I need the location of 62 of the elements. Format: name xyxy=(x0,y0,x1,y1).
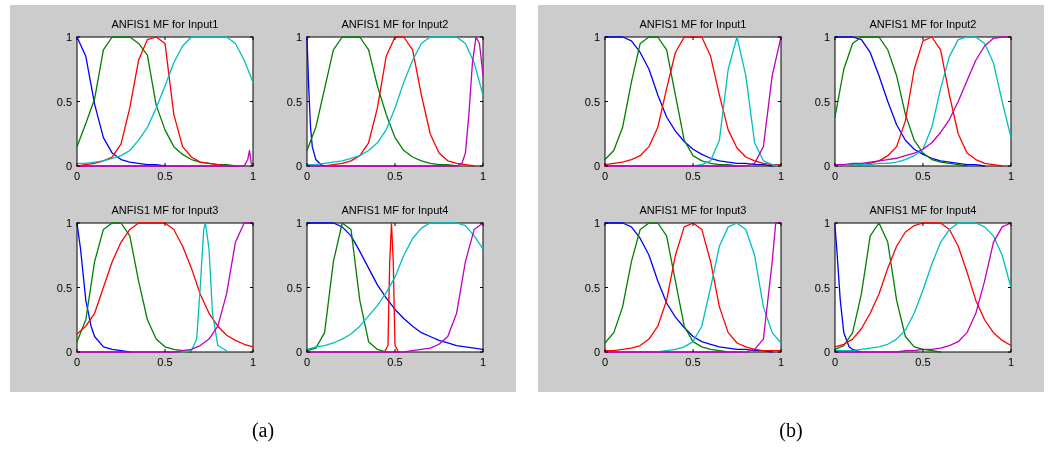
y-tick-label: 0 xyxy=(823,346,830,358)
x-tick-label: 0.5 xyxy=(685,170,701,182)
x-tick-label: 0.5 xyxy=(387,170,403,182)
y-tick-label: 1 xyxy=(65,217,72,229)
y-tick-label: 0 xyxy=(593,346,600,358)
x-tick-label: 0.5 xyxy=(157,356,173,368)
y-tick-label: 1 xyxy=(593,217,600,229)
x-tick-label: 0 xyxy=(73,356,81,368)
y-tick-label: 0 xyxy=(593,160,600,172)
y-tick-label: 0 xyxy=(823,160,830,172)
x-tick-label: 0 xyxy=(831,170,839,182)
y-tick-label: 1 xyxy=(295,217,302,229)
y-tick-label: 0.5 xyxy=(584,95,600,108)
x-tick-label: 1 xyxy=(249,170,257,182)
x-tick-label: 1 xyxy=(249,356,257,368)
x-tick-label: 1 xyxy=(777,356,785,368)
x-tick-label: 0.5 xyxy=(685,356,701,368)
x-tick-label: 0 xyxy=(831,356,839,368)
y-tick-label: 0 xyxy=(65,346,72,358)
x-tick-label: 0.5 xyxy=(157,170,173,182)
x-tick-label: 0 xyxy=(73,170,81,182)
x-tick-label: 0 xyxy=(303,170,311,182)
y-tick-label: 0.5 xyxy=(814,281,830,294)
text: (b) xyxy=(779,419,803,442)
x-tick-label: 0.5 xyxy=(915,356,931,368)
chart-title: ANFIS1 MF for Input1 xyxy=(639,18,747,30)
x-tick-label: 0 xyxy=(303,356,311,368)
y-tick-label: 1 xyxy=(295,31,302,43)
chart-title: ANFIS1 MF for Input1 xyxy=(111,18,219,30)
y-tick-label: 0.5 xyxy=(286,281,302,294)
y-tick-label: 1 xyxy=(65,31,72,43)
chart-title: ANFIS1 MF for Input2 xyxy=(341,18,449,30)
y-tick-label: 0.5 xyxy=(56,281,72,294)
y-tick-label: 1 xyxy=(593,31,600,43)
y-tick-label: 0.5 xyxy=(56,95,72,108)
chart-title: ANFIS1 MF for Input3 xyxy=(639,204,747,216)
x-tick-label: 1 xyxy=(1007,170,1015,182)
x-tick-label: 0.5 xyxy=(387,356,403,368)
y-tick-label: 0.5 xyxy=(286,95,302,108)
y-tick-label: 0.5 xyxy=(814,95,830,108)
line-series xyxy=(834,222,942,353)
line-series xyxy=(181,222,228,353)
x-tick-label: 1 xyxy=(479,356,487,368)
chart-title: ANFIS1 MF for Input3 xyxy=(111,204,219,216)
y-tick-label: 1 xyxy=(823,217,830,229)
y-tick-label: 0 xyxy=(65,160,72,172)
line-series xyxy=(76,222,193,353)
y-tick-label: 0.5 xyxy=(584,281,600,294)
chart-title: ANFIS1 MF for Input4 xyxy=(341,204,449,216)
y-tick-label: 1 xyxy=(823,31,830,43)
x-tick-label: 0.5 xyxy=(915,170,931,182)
x-tick-label: 1 xyxy=(479,170,487,182)
x-tick-label: 0 xyxy=(601,170,609,182)
y-tick-label: 0 xyxy=(295,160,302,172)
chart-title: ANFIS1 MF for Input4 xyxy=(869,204,977,216)
line-series xyxy=(383,222,400,353)
x-tick-label: 1 xyxy=(777,170,785,182)
x-tick-label: 0 xyxy=(601,356,609,368)
x-tick-label: 1 xyxy=(1007,356,1015,368)
y-tick-label: 0 xyxy=(295,346,302,358)
text: (a) xyxy=(251,419,275,442)
chart-title: ANFIS1 MF for Input2 xyxy=(869,18,977,30)
